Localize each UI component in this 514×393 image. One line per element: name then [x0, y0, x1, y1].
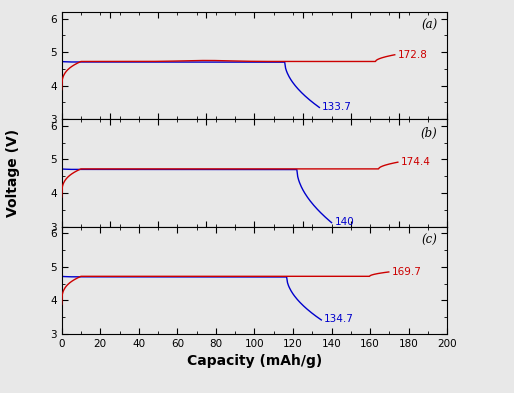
Text: (a): (a)	[421, 19, 437, 32]
Text: 140: 140	[335, 217, 354, 227]
Text: (c): (c)	[421, 234, 437, 247]
Text: 134.7: 134.7	[324, 314, 354, 324]
Text: 133.7: 133.7	[322, 102, 352, 112]
Text: Voltage (V): Voltage (V)	[6, 129, 20, 217]
Text: 172.8: 172.8	[398, 50, 428, 60]
X-axis label: Capacity (mAh/g): Capacity (mAh/g)	[187, 354, 322, 369]
Text: 174.4: 174.4	[401, 157, 431, 167]
Text: 169.7: 169.7	[392, 267, 421, 277]
Text: (b): (b)	[421, 127, 437, 140]
